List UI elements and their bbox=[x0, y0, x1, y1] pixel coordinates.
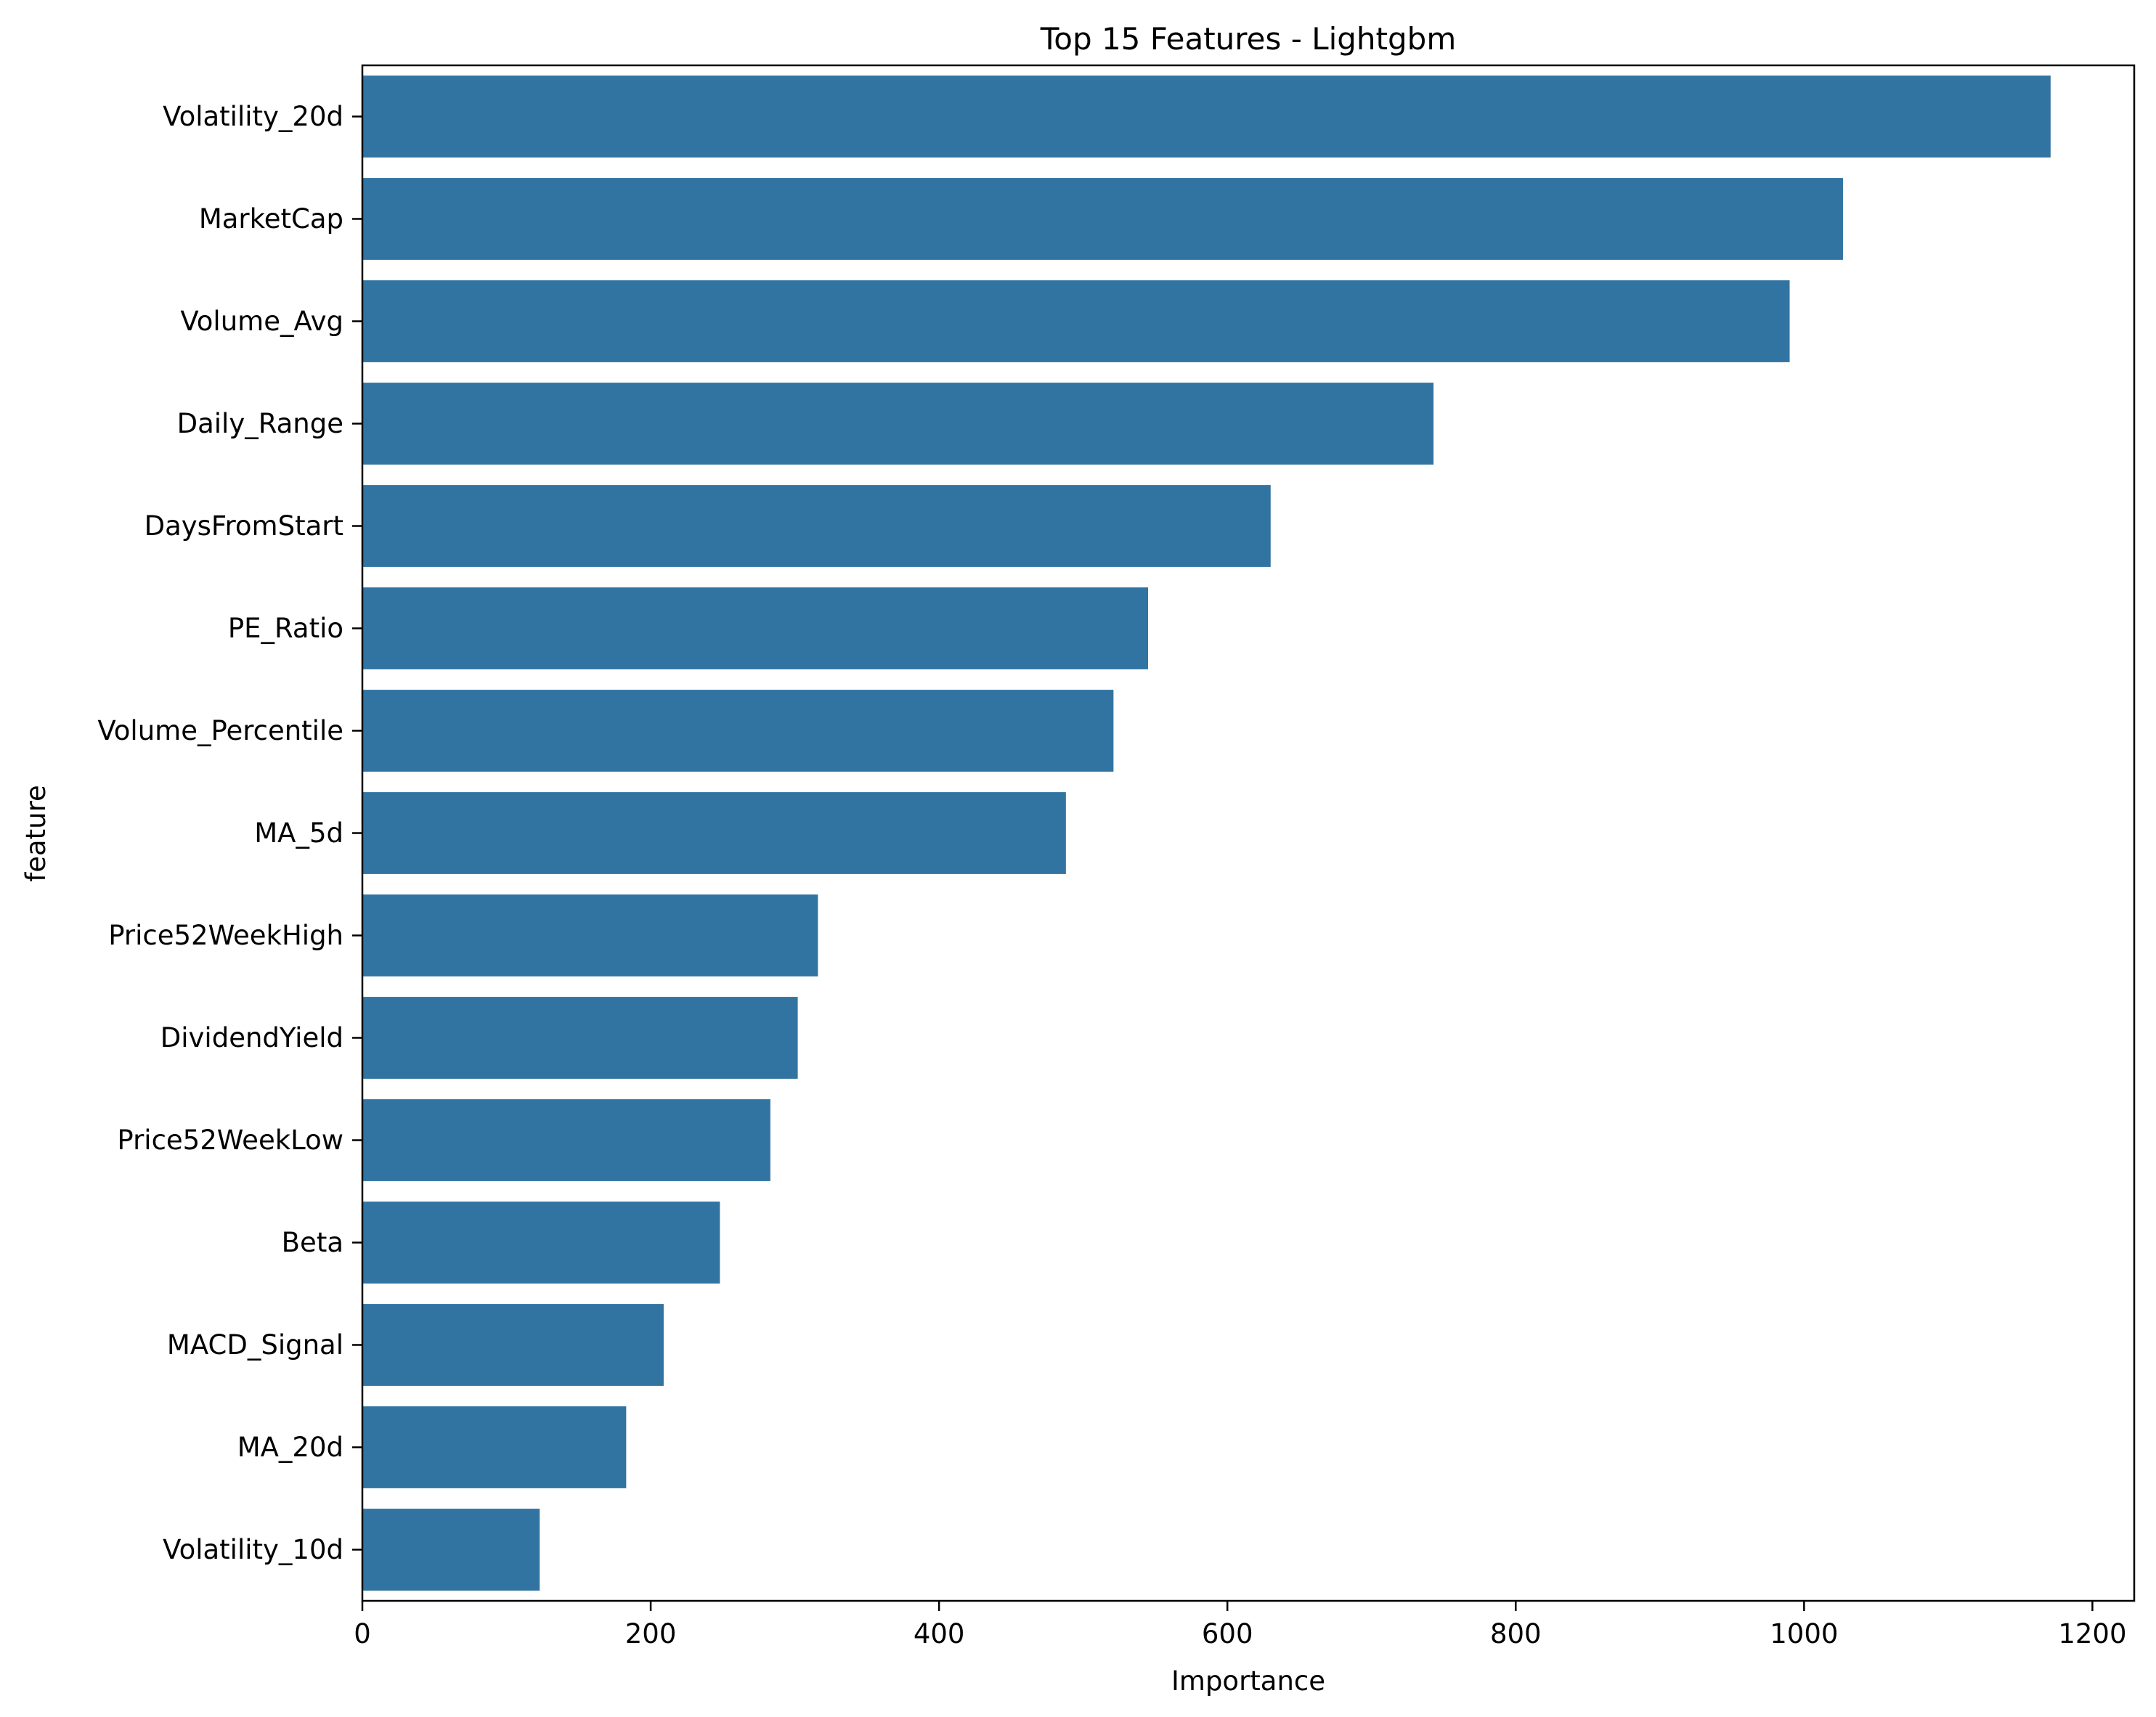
bar bbox=[362, 1202, 720, 1284]
y-tick-label: MA_5d bbox=[254, 817, 343, 849]
y-tick-label: DaysFromStart bbox=[145, 510, 343, 542]
y-tick-label: MA_20d bbox=[237, 1432, 343, 1463]
y-tick-label: MACD_Signal bbox=[167, 1329, 343, 1361]
chart-title: Top 15 Features - Lightgbm bbox=[1040, 21, 1457, 57]
bar bbox=[362, 485, 1271, 567]
x-tick-label: 400 bbox=[914, 1618, 965, 1649]
bar bbox=[362, 690, 1114, 772]
x-tick-label: 1200 bbox=[2058, 1618, 2126, 1649]
y-tick-label: Daily_Range bbox=[177, 408, 343, 439]
bar bbox=[362, 76, 2051, 158]
x-tick-label: 600 bbox=[1202, 1618, 1253, 1649]
bar bbox=[362, 894, 818, 976]
y-tick-label: Price52WeekHigh bbox=[108, 920, 343, 951]
x-tick-label: 1000 bbox=[1770, 1618, 1838, 1649]
y-tick-label: DividendYield bbox=[160, 1022, 343, 1053]
plot-frame bbox=[361, 64, 2136, 1602]
y-tick-label: MarketCap bbox=[199, 203, 343, 234]
y-tick-label: Volatility_20d bbox=[163, 101, 343, 132]
y-tick-label: Beta bbox=[282, 1227, 343, 1258]
bar bbox=[362, 1406, 627, 1488]
bar bbox=[362, 1509, 540, 1591]
x-tick-label: 800 bbox=[1490, 1618, 1542, 1649]
x-axis-label: Importance bbox=[1171, 1665, 1325, 1697]
x-axis-ticks: 0 200 400 600 800 1000 1200 bbox=[354, 1601, 2127, 1649]
y-tick-label: Price52WeekLow bbox=[117, 1125, 343, 1156]
x-tick-label: 200 bbox=[625, 1618, 677, 1649]
bar bbox=[362, 792, 1066, 874]
y-axis-label: feature bbox=[20, 785, 52, 882]
bar bbox=[362, 587, 1149, 669]
x-tick-label: 0 bbox=[354, 1618, 371, 1649]
bar bbox=[362, 383, 1434, 465]
y-tick-label: Volume_Percentile bbox=[97, 715, 343, 746]
y-tick-label: PE_Ratio bbox=[228, 613, 343, 644]
bars bbox=[362, 76, 2051, 1591]
bar bbox=[362, 1304, 664, 1386]
bar bbox=[362, 178, 1843, 260]
bar bbox=[362, 280, 1790, 362]
y-tick-label: Volume_Avg bbox=[180, 306, 343, 337]
bar bbox=[362, 997, 798, 1079]
y-axis-ticks: Volatility_20d MarketCap Volume_Avg Daily_R… bbox=[97, 101, 362, 1565]
y-tick-label: Volatility_10d bbox=[163, 1534, 343, 1565]
bar bbox=[362, 1099, 770, 1181]
